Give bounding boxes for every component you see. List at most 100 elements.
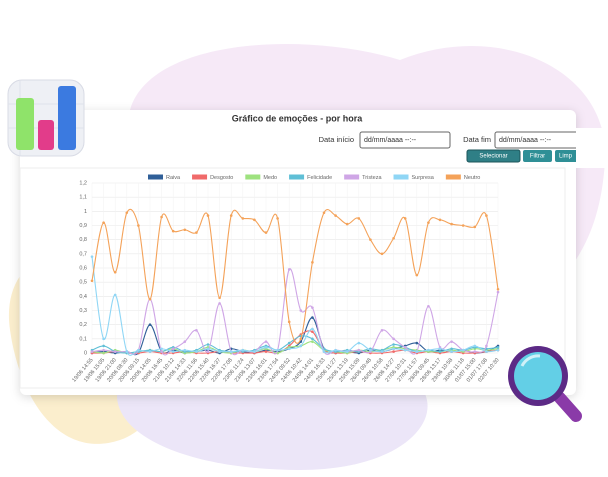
point: [160, 215, 163, 219]
legend-swatch: [289, 174, 305, 180]
y-tick-label: 1: [84, 209, 87, 215]
legend-swatch: [192, 174, 208, 180]
point: [415, 350, 419, 353]
point: [148, 350, 152, 353]
legend-label: Desgosto: [210, 175, 233, 181]
point: [345, 350, 349, 353]
point: [206, 347, 210, 351]
point: [461, 224, 465, 227]
point: [160, 347, 163, 351]
point: [218, 302, 221, 305]
end-label: Data fim: [463, 135, 491, 144]
point: [102, 344, 105, 348]
point: [287, 320, 291, 324]
point: [195, 231, 198, 234]
y-tick-label: 1,1: [79, 195, 87, 201]
point: [102, 221, 105, 224]
point: [113, 350, 117, 353]
point: [357, 217, 361, 220]
point: [334, 348, 337, 352]
point: [392, 337, 395, 341]
y-tick-label: 0,7: [79, 251, 87, 257]
point: [380, 350, 384, 353]
magnifier: [508, 346, 582, 422]
point: [311, 327, 314, 331]
point: [473, 350, 477, 353]
point: [206, 343, 210, 346]
point: [206, 350, 210, 353]
legend-swatch: [344, 174, 360, 180]
point: [171, 347, 175, 351]
y-tick-label: 0,2: [79, 322, 87, 328]
point: [241, 348, 245, 352]
point: [276, 348, 279, 352]
point: [357, 348, 361, 352]
point: [264, 346, 268, 349]
point: [392, 350, 395, 353]
point: [125, 350, 129, 353]
point: [90, 279, 94, 283]
point: [287, 341, 291, 345]
point: [403, 348, 407, 352]
point: [380, 329, 384, 332]
point: [113, 293, 117, 297]
point: [276, 217, 279, 220]
point: [253, 218, 256, 222]
point: [264, 231, 268, 234]
y-tick-label: 0,8: [79, 237, 87, 243]
point: [496, 290, 500, 294]
point: [450, 350, 453, 353]
point: [311, 306, 314, 309]
point: [415, 341, 419, 345]
point: [450, 222, 453, 226]
legend-label: Neutro: [464, 175, 481, 181]
point: [473, 344, 477, 348]
chart-panel: [19, 167, 566, 389]
button[interactable]: [466, 149, 521, 163]
point: [438, 350, 442, 353]
legend-label: Surpresa: [412, 175, 435, 181]
point: [218, 350, 221, 353]
point: [299, 309, 303, 312]
point: [322, 350, 326, 353]
point: [102, 351, 105, 355]
point: [427, 221, 430, 224]
point: [438, 218, 442, 222]
start-input[interactable]: [359, 131, 451, 149]
y-tick-label: 0,9: [79, 223, 87, 229]
clip: [576, 128, 608, 168]
point: [137, 348, 140, 352]
start-label: Data início: [319, 135, 354, 144]
point: [369, 238, 372, 241]
button-label: Filtrar: [530, 154, 545, 160]
point: [241, 217, 245, 220]
point: [160, 350, 163, 353]
point: [264, 340, 268, 343]
point: [485, 350, 488, 353]
point: [311, 337, 314, 341]
point: [148, 297, 152, 301]
point: [496, 348, 500, 352]
point: [473, 225, 477, 229]
point: [334, 214, 337, 217]
point: [229, 214, 233, 217]
y-tick-label: 0: [84, 350, 87, 356]
button[interactable]: [523, 150, 552, 162]
app-icon: [7, 79, 85, 157]
point: [137, 224, 140, 227]
point: [322, 211, 326, 215]
point: [171, 350, 175, 353]
legend-label: Raiva: [166, 175, 181, 181]
point: [311, 340, 314, 343]
point: [299, 337, 303, 341]
point: [496, 346, 500, 349]
point: [438, 347, 442, 351]
point: [357, 341, 361, 345]
point: [264, 350, 268, 353]
point: [287, 347, 291, 351]
point: [102, 348, 105, 352]
y-tick-label: 0,1: [79, 336, 87, 342]
point: [183, 228, 187, 232]
y-tick-label: 0,5: [79, 280, 87, 286]
point: [90, 350, 94, 353]
